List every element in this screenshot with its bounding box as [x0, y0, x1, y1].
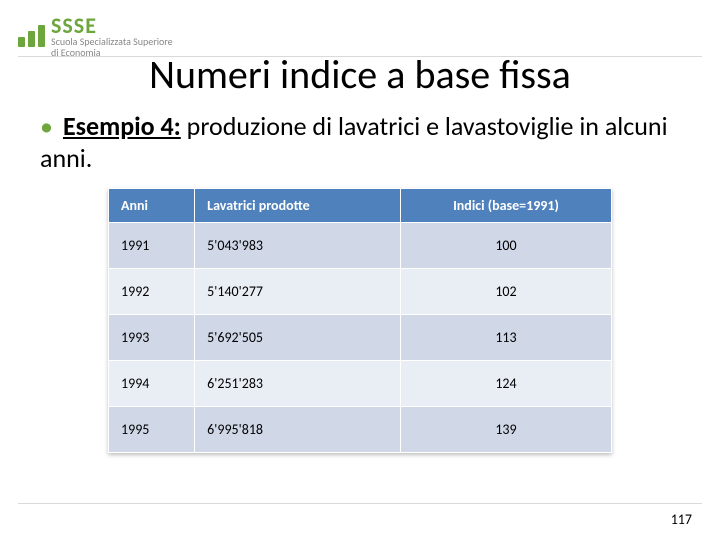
logo-bars-icon — [18, 25, 45, 47]
col-indici: Indici (base=1991) — [400, 189, 611, 223]
page-number: 117 — [671, 511, 692, 528]
col-prod: Lavatrici prodotte — [195, 189, 401, 223]
example-label: Esempio 4: — [63, 110, 181, 142]
table-row: 1991 5'043'983 100 — [109, 223, 612, 269]
cell-idx: 100 — [400, 223, 611, 269]
cell-anno: 1994 — [109, 361, 195, 407]
cell-idx: 113 — [400, 315, 611, 361]
cell-idx: 139 — [400, 407, 611, 453]
table-header-row: Anni Lavatrici prodotte Indici (base=199… — [109, 189, 612, 223]
cell-anno: 1995 — [109, 407, 195, 453]
cell-prod: 6'995'818 — [195, 407, 401, 453]
table-row: 1993 5'692'505 113 — [109, 315, 612, 361]
cell-prod: 6'251'283 — [195, 361, 401, 407]
cell-anno: 1992 — [109, 269, 195, 315]
logo-acronym: SSSE — [51, 14, 173, 37]
cell-prod: 5'043'983 — [195, 223, 401, 269]
cell-prod: 5'692'505 — [195, 315, 401, 361]
data-table: Anni Lavatrici prodotte Indici (base=199… — [108, 188, 612, 453]
col-anni: Anni — [109, 189, 195, 223]
bullet-icon: • — [40, 110, 53, 142]
table-row: 1994 6'251'283 124 — [109, 361, 612, 407]
cell-anno: 1993 — [109, 315, 195, 361]
cell-anno: 1991 — [109, 223, 195, 269]
slide-title: Numeri indice a base fissa — [0, 50, 720, 99]
table-row: 1992 5'140'277 102 — [109, 269, 612, 315]
example-bullet: •Esempio 4: produzione di lavatrici e la… — [40, 110, 690, 174]
data-table-wrap: Anni Lavatrici prodotte Indici (base=199… — [108, 188, 612, 453]
cell-prod: 5'140'277 — [195, 269, 401, 315]
cell-idx: 102 — [400, 269, 611, 315]
footer-rule — [18, 503, 702, 504]
table-row: 1995 6'995'818 139 — [109, 407, 612, 453]
cell-idx: 124 — [400, 361, 611, 407]
